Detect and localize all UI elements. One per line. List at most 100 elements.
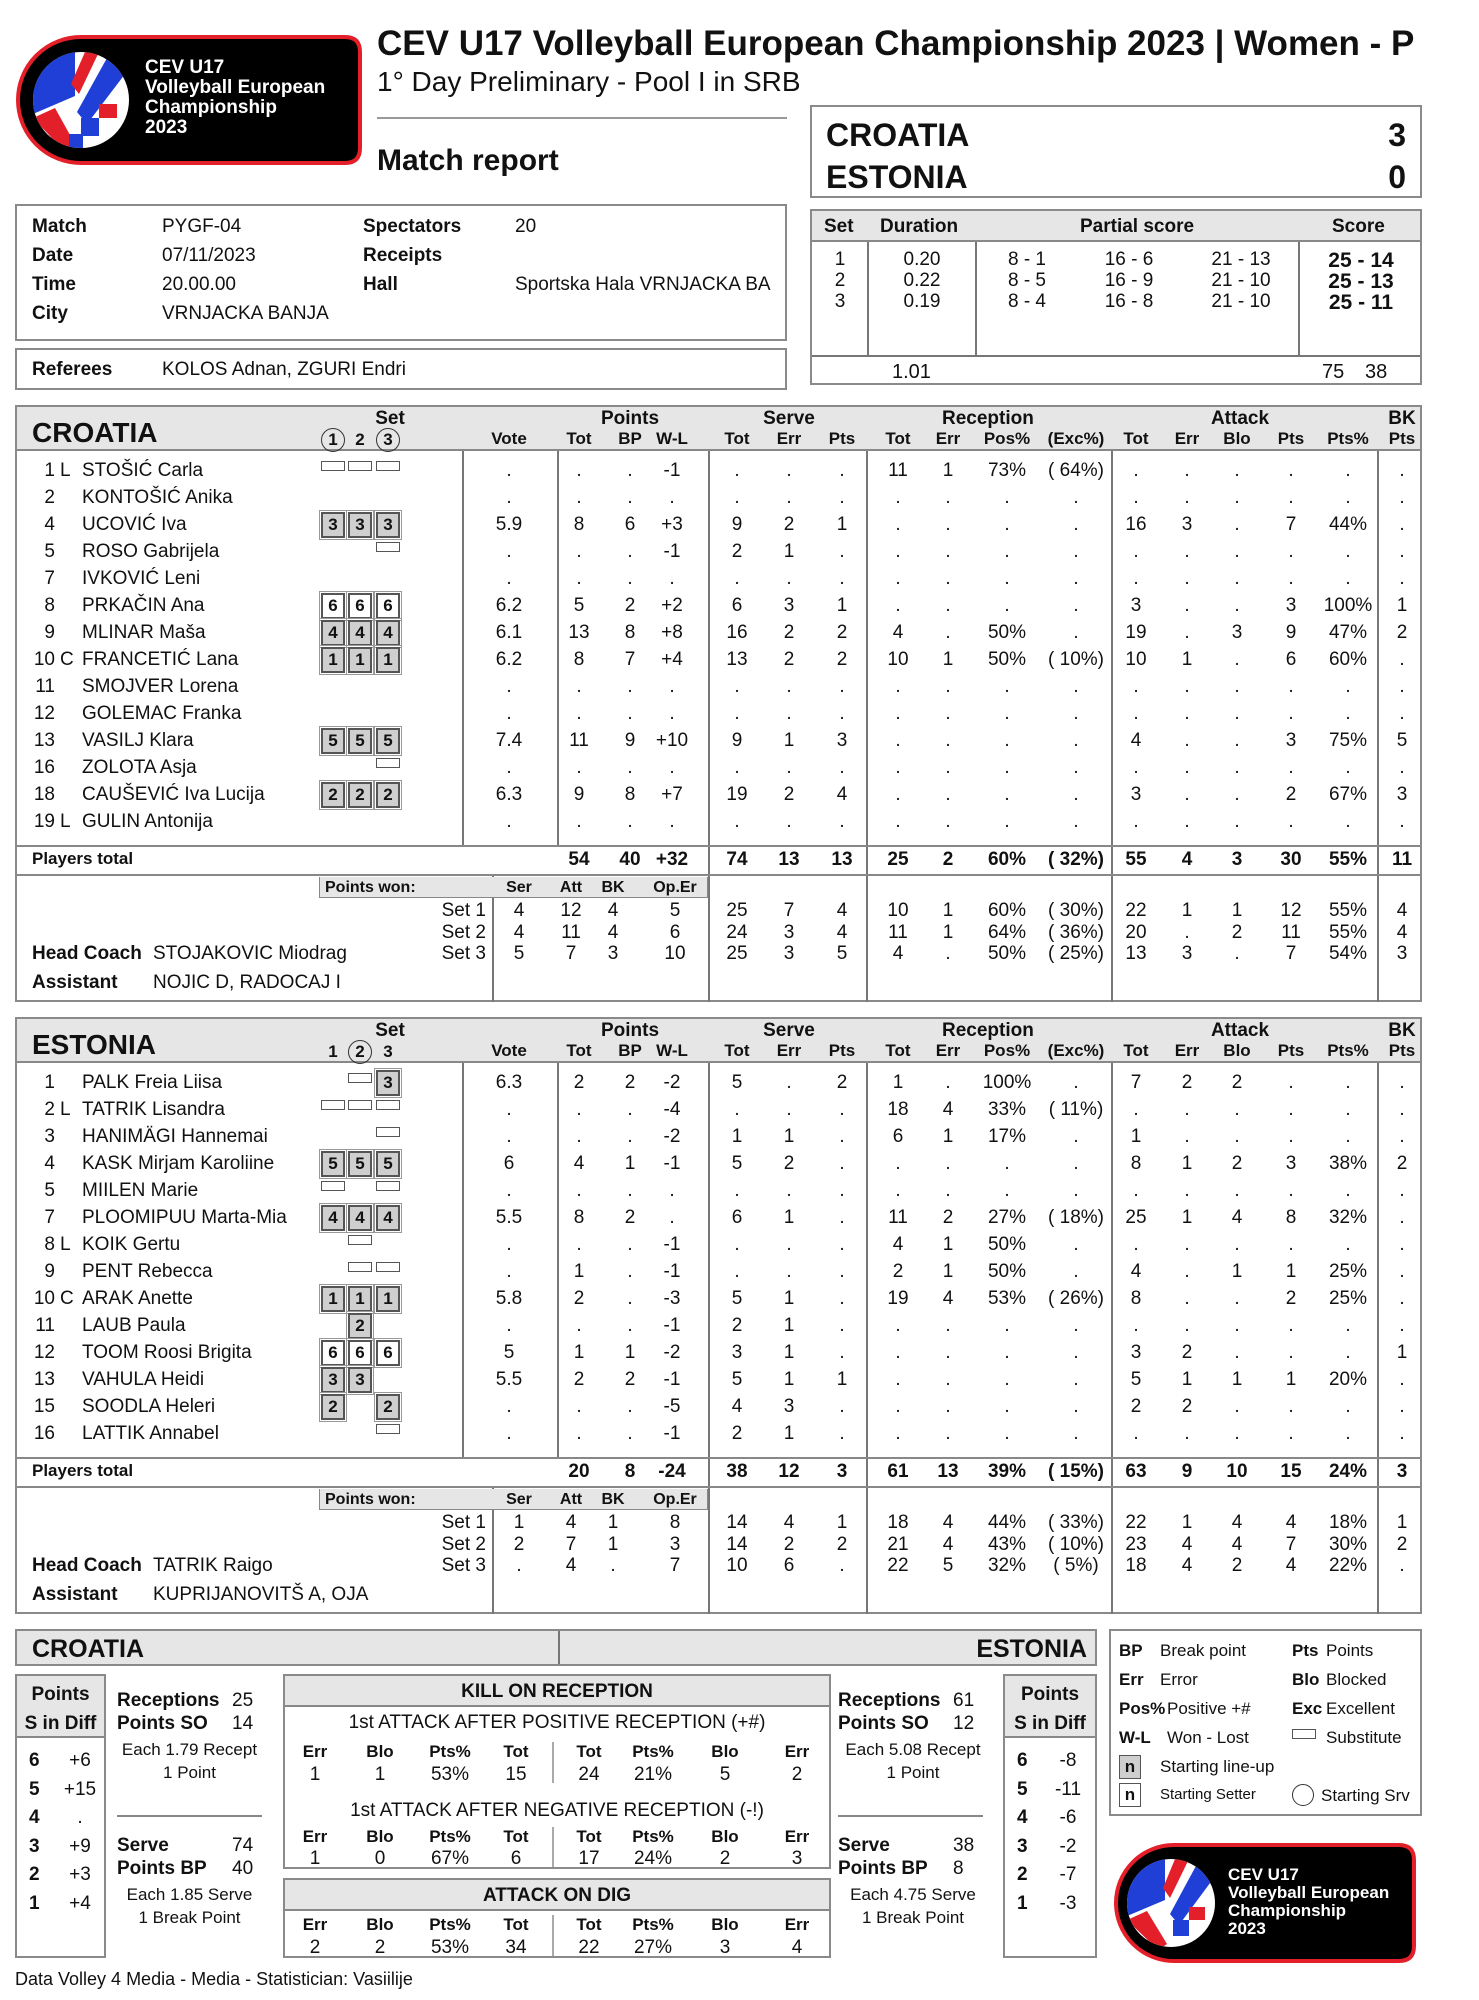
stat-cell: .: [945, 1342, 951, 1363]
column-header: Blo: [1223, 429, 1251, 448]
stat-cell: .: [1073, 1180, 1079, 1201]
assistant-label: Assistant: [32, 972, 118, 993]
stat-value: 0: [374, 1848, 386, 1869]
serve-label: Serve: [838, 1835, 890, 1856]
stat-cell: -1: [663, 1261, 681, 1282]
column-header: W-L: [656, 1041, 688, 1060]
total-cell: 40: [619, 849, 641, 870]
rotation-diff: +6: [69, 1750, 91, 1771]
stat-cell: .: [506, 676, 512, 697]
stat-cell: .: [669, 1207, 675, 1228]
stat-cell: .: [1399, 514, 1405, 535]
column-divider: [462, 1063, 464, 1458]
score-header: Score: [1332, 216, 1385, 237]
stat-cell: +8: [661, 622, 683, 643]
total-points-away: 38: [1365, 361, 1388, 383]
total-cell: 39%: [987, 1461, 1027, 1482]
stat-cell: .: [1073, 730, 1079, 751]
stat-cell: 2: [624, 1207, 636, 1228]
total-cell: 13: [937, 1461, 959, 1482]
stat-cell: ( 26%): [1048, 1288, 1104, 1309]
stat-cell: -1: [663, 1423, 681, 1444]
partial-score: 16 - 9: [1104, 270, 1154, 291]
player-row: 7 IVKOVIĆ Leni.................: [17, 407, 1420, 589]
stat-cell: .: [786, 568, 792, 589]
column-group-header: Attack: [1210, 1020, 1270, 1041]
head-coach-label: Head Coach: [32, 1555, 142, 1576]
stat-cell: 13: [568, 622, 590, 643]
set-stat-cell: 10: [887, 900, 909, 921]
substitute-icon: [321, 461, 345, 471]
legend-abbr: Exc: [1292, 1699, 1323, 1718]
total-cell: 55%: [1328, 849, 1368, 870]
set-stat-cell: 3: [1396, 943, 1408, 964]
starting-lineup-badge: 3: [346, 510, 374, 540]
stat-cell: 1: [1130, 1126, 1142, 1147]
stat-cell: 4: [1130, 730, 1142, 751]
set-stat-cell: 55%: [1328, 921, 1368, 943]
stat-cell: .: [1073, 622, 1079, 643]
set-stat-cell: 18: [1125, 1555, 1147, 1576]
player-row: 1 L STOŠIĆ Carla... -1... 11 1 73%( 64%)......: [17, 407, 1420, 481]
stat-cell: .: [576, 487, 582, 508]
legend-abbr: Pos%: [1119, 1699, 1166, 1718]
set-stat-cell: 6: [669, 921, 681, 943]
stat-cell: .: [734, 703, 740, 724]
stat-cell: .: [1073, 514, 1079, 535]
column-divider: [1111, 1488, 1113, 1614]
stat-cell: .: [627, 811, 633, 832]
stat-cell: 5: [1130, 1369, 1142, 1390]
away-team-name: ESTONIA: [826, 159, 968, 195]
stat-cell: .: [1345, 1180, 1351, 1201]
serve-value: 38: [953, 1835, 975, 1856]
substitute-icon: [376, 758, 400, 768]
points-so-label: Points SO: [117, 1713, 208, 1734]
stat-value: 34: [505, 1937, 527, 1958]
stat-cell: .: [839, 487, 845, 508]
stat-cell: 6: [731, 1207, 743, 1228]
set-stat-cell: 1: [942, 921, 954, 943]
stat-value: 27%: [633, 1937, 673, 1958]
stat-cell: .: [895, 1396, 901, 1417]
stat-cell: .: [786, 757, 792, 778]
partial-score: 21 - 10: [1211, 270, 1271, 291]
player-number: 10: [33, 649, 55, 670]
stat-cell: .: [1234, 1423, 1240, 1444]
stat-cell: .: [1345, 460, 1351, 481]
stat-cell: .: [506, 757, 512, 778]
stat-cell: .: [1345, 1126, 1351, 1147]
stat-cell: .: [1184, 595, 1190, 616]
stat-cell: 6: [503, 1153, 515, 1174]
stat-cell: +7: [661, 784, 683, 805]
set-duration: 0.19: [903, 291, 941, 312]
stat-cell: .: [734, 1099, 740, 1120]
set-stat-cell: 18: [887, 1512, 909, 1533]
stat-cell: .: [1399, 703, 1405, 724]
stat-cell: 2: [1231, 1153, 1243, 1174]
stat-cell: .: [1345, 811, 1351, 832]
set-stat-cell: 1: [607, 1512, 619, 1533]
player-role: C: [60, 649, 74, 670]
stat-cell: 2: [783, 514, 795, 535]
stat-cell: .: [1345, 1342, 1351, 1363]
set-stat-cell: 11: [561, 921, 581, 943]
legend-text: Positive +#: [1167, 1699, 1251, 1718]
stat-cell: .: [1288, 568, 1294, 589]
partial-score: 16 - 6: [1104, 249, 1154, 270]
stat-cell: .: [839, 1315, 845, 1336]
set-stat-cell: .: [839, 1555, 845, 1576]
stat-cell: .: [1399, 1099, 1405, 1120]
starting-lineup-badge: 1: [374, 1284, 402, 1314]
player-row: 2 L TATRIK Lisandra... -4... 18 4 33%( 11%)...…: [17, 1019, 1420, 1120]
stat-value: 53%: [430, 1937, 470, 1958]
stat-cell: .: [1399, 1207, 1405, 1228]
stat-cell: .: [669, 811, 675, 832]
stat-cell: .: [576, 703, 582, 724]
stat-cell: .: [1399, 1072, 1405, 1093]
starting-setter-badge: 6: [374, 591, 402, 621]
stat-cell: .: [1004, 568, 1010, 589]
stat-column-header: Pts%: [632, 1827, 674, 1846]
partial-score: 21 - 13: [1211, 249, 1271, 270]
stat-cell: .: [1073, 703, 1079, 724]
column-header: Blo: [1223, 1041, 1251, 1060]
